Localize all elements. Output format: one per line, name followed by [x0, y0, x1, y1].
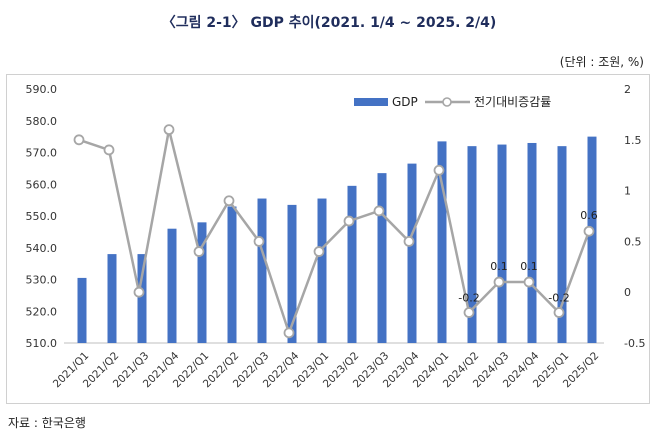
right-axis-tick: 0: [624, 286, 631, 299]
left-axis-tick: 540.0: [26, 242, 58, 255]
growth-data-label: -0.2: [458, 292, 479, 305]
unit-label: (단위 : 조원, %): [559, 55, 644, 69]
growth-data-label: 0.1: [520, 260, 538, 273]
growth-rate-marker: [343, 215, 355, 227]
legend-label-gdp: GDP: [392, 95, 418, 109]
left-axis-tick: 520.0: [26, 305, 58, 318]
gdp-bar: [347, 185, 357, 343]
growth-rate-marker: [133, 286, 145, 298]
legend-swatch-growth-marker: [442, 97, 452, 107]
growth-rate-marker: [583, 225, 595, 237]
gdp-bar: [557, 146, 567, 343]
growth-rate-marker: [163, 124, 175, 136]
gdp-bar: [587, 136, 597, 343]
growth-rate-marker: [193, 246, 205, 257]
source-note: 자료 : 한국은행: [8, 416, 86, 430]
left-axis-tick: 580.0: [26, 115, 58, 128]
right-axis-tick: -0.5: [624, 337, 645, 350]
right-axis-tick: 1: [624, 185, 631, 198]
gdp-bar: [467, 146, 477, 343]
left-axis-tick: 550.0: [26, 210, 58, 223]
gdp-bar: [377, 173, 387, 343]
left-axis-tick: 560.0: [26, 178, 58, 191]
growth-rate-marker: [553, 307, 565, 318]
left-axis-tick: 510.0: [26, 337, 58, 350]
left-axis-tick: 530.0: [26, 274, 58, 287]
chart-frame: [6, 74, 650, 404]
right-axis-tick: 0.5: [624, 235, 642, 248]
growth-rate-marker: [313, 246, 325, 257]
chart-title: 〈그림 2-1〉 GDP 추이(2021. 1/4 ~ 2025. 2/4): [161, 15, 497, 31]
growth-rate-marker: [403, 235, 415, 247]
growth-rate-marker: [433, 164, 445, 176]
growth-rate-marker: [283, 327, 295, 339]
gdp-bar: [77, 277, 87, 343]
right-axis-tick: 2: [624, 83, 631, 96]
gdp-bar: [527, 142, 537, 343]
gdp-bar: [257, 198, 267, 343]
growth-rate-marker: [373, 205, 385, 217]
gdp-bar: [497, 144, 507, 343]
gdp-bar: [407, 163, 417, 343]
growth-rate-marker: [253, 235, 265, 247]
left-axis-tick: 570.0: [26, 147, 58, 160]
gdp-bar: [317, 198, 327, 343]
gdp-bar: [287, 204, 297, 343]
growth-rate-marker: [493, 276, 505, 288]
gdp-bar: [167, 228, 177, 343]
growth-data-label: 0.6: [580, 209, 598, 222]
growth-rate-marker: [463, 307, 475, 318]
gdp-bar: [227, 206, 237, 343]
left-axis-tick: 590.0: [26, 83, 58, 96]
growth-rate-line: [78, 129, 591, 337]
gdp-bar: [137, 254, 147, 343]
growth-rate-marker: [73, 134, 85, 146]
growth-rate-marker: [103, 144, 115, 156]
right-axis-tick: 1.5: [624, 134, 642, 147]
legend-label-growth: 전기대비증감률: [474, 95, 551, 109]
gdp-bar: [197, 222, 207, 343]
legend-swatch-gdp: [354, 98, 388, 106]
gdp-bar: [107, 254, 117, 343]
growth-rate-marker: [223, 195, 235, 207]
growth-rate-marker: [523, 276, 535, 288]
gdp-bar: [437, 141, 447, 343]
growth-data-label: -0.2: [548, 292, 569, 305]
growth-data-label: 0.1: [490, 260, 508, 273]
